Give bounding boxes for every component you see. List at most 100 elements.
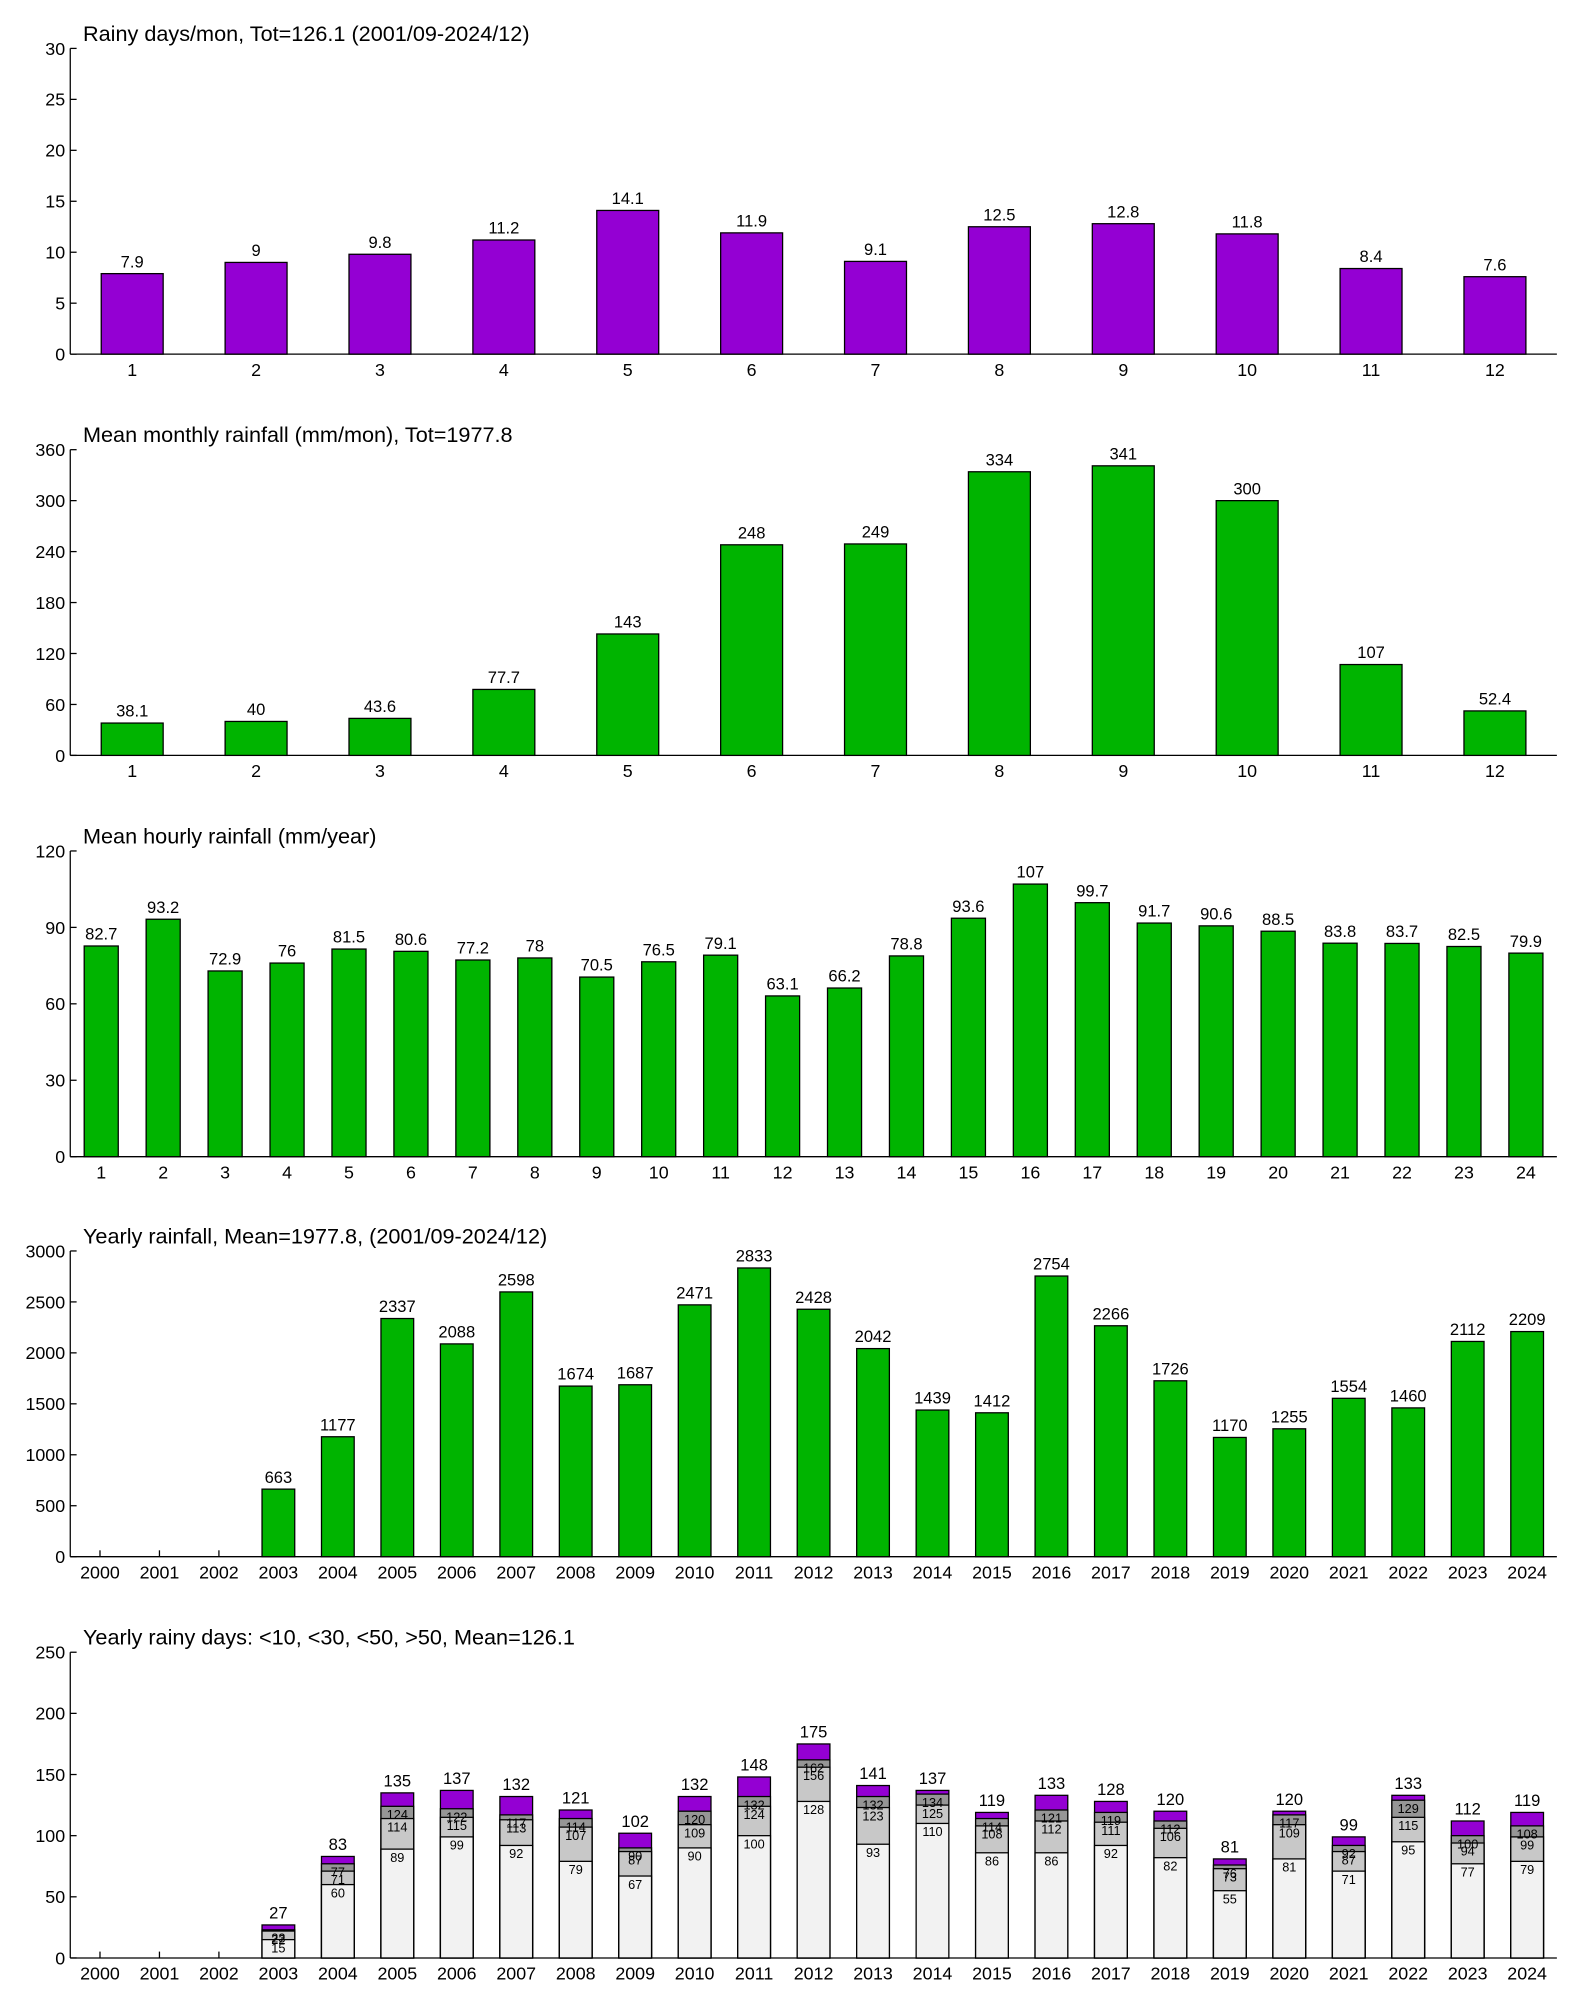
bar: [1463, 710, 1527, 757]
value-label: 99.7: [1076, 881, 1108, 900]
bar-segment: [1272, 1858, 1307, 1959]
segment-label: 22: [271, 1932, 285, 1947]
value-label: 132: [502, 1775, 530, 1794]
bar: [269, 962, 305, 1158]
bar: [100, 722, 164, 757]
value-label: 78: [526, 937, 544, 956]
chart-title: Rainy days/mon, Tot=126.1 (2001/09-2024/…: [83, 21, 530, 46]
x-tick-label: 10: [649, 1162, 669, 1182]
bar: [641, 961, 677, 1158]
x-tick-label: 2009: [615, 1964, 655, 1984]
value-label: 137: [443, 1769, 471, 1788]
x-tick-label: 2021: [1329, 1562, 1369, 1582]
bar: [558, 1385, 593, 1558]
bar: [1198, 925, 1234, 1158]
segment-label: 92: [1104, 1846, 1118, 1861]
value-label: 1674: [557, 1365, 594, 1384]
x-tick-label: 8: [994, 360, 1004, 380]
segment-label: 99: [1520, 1838, 1534, 1853]
value-label: 9.1: [864, 240, 887, 259]
segment-label: 92: [509, 1846, 523, 1861]
x-tick-label: 13: [835, 1162, 855, 1182]
x-tick-label: 2023: [1448, 1964, 1488, 1984]
segment-label: 90: [688, 1849, 702, 1864]
x-tick-label: 2002: [199, 1562, 239, 1582]
bar-segment: [1510, 1860, 1545, 1959]
bar-segment: [974, 1852, 1009, 1959]
segment-label: 67: [628, 1877, 642, 1892]
x-tick-label: 6: [747, 761, 757, 781]
value-label: 9: [251, 241, 260, 260]
segment-label: 111: [1101, 1823, 1120, 1838]
y-tick-label: 1500: [25, 1394, 65, 1414]
bar-segment: [320, 1883, 355, 1959]
segment-label: 90: [628, 1849, 642, 1864]
bar: [380, 1317, 415, 1558]
bar: [472, 688, 536, 757]
bar: [1136, 922, 1172, 1158]
value-label: 132: [681, 1775, 709, 1794]
value-label: 77.2: [457, 939, 489, 958]
bar: [1339, 267, 1403, 355]
value-label: 52.4: [1479, 690, 1511, 709]
segment-label: 120: [684, 1812, 705, 1827]
value-label: 133: [1038, 1774, 1066, 1793]
bar: [1212, 1436, 1247, 1558]
x-tick-label: 2018: [1151, 1562, 1191, 1582]
segment-label: 76: [1223, 1866, 1237, 1881]
value-label: 7.6: [1483, 255, 1506, 274]
value-label: 2042: [855, 1327, 892, 1346]
value-label: 1255: [1271, 1407, 1308, 1426]
y-tick-label: 30: [45, 1071, 65, 1091]
x-tick-label: 14: [897, 1162, 917, 1182]
value-label: 135: [384, 1771, 412, 1790]
x-tick-label: 2000: [80, 1964, 120, 1984]
value-label: 12.8: [1107, 202, 1139, 221]
segment-label: 129: [1398, 1801, 1419, 1816]
x-tick-label: 11: [1362, 360, 1381, 380]
x-tick-label: 4: [282, 1162, 292, 1182]
x-tick-label: 2014: [913, 1964, 953, 1984]
x-tick-label: 2010: [675, 1562, 715, 1582]
value-label: 14.1: [612, 189, 644, 208]
x-tick-label: 2003: [259, 1964, 299, 1984]
bar: [499, 1291, 534, 1558]
segment-label: 114: [387, 1819, 407, 1834]
y-tick-label: 0: [55, 345, 65, 365]
value-label: 77.7: [488, 668, 520, 687]
segment-label: 71: [331, 1872, 345, 1887]
bar: [439, 1343, 474, 1558]
x-tick-label: 2019: [1210, 1964, 1250, 1984]
x-tick-label: 5: [623, 360, 633, 380]
bar: [974, 1412, 1009, 1558]
segment-label: 107: [565, 1828, 586, 1843]
value-label: 72.9: [209, 950, 241, 969]
x-tick-label: 2015: [972, 1964, 1012, 1984]
bar: [1012, 883, 1049, 1158]
segment-label: 132: [862, 1797, 883, 1812]
x-tick-label: 2: [251, 761, 261, 781]
y-tick-label: 15: [45, 192, 65, 212]
value-label: 81.5: [333, 928, 365, 947]
y-tick-label: 3000: [25, 1241, 65, 1261]
value-label: 11.2: [488, 219, 519, 238]
segment-label: 109: [684, 1825, 705, 1840]
x-tick-label: 2017: [1091, 1562, 1131, 1582]
segment-label: 23: [271, 1931, 285, 1946]
value-label: 248: [738, 523, 766, 542]
bar: [348, 717, 412, 757]
segment-label: 87: [1342, 1852, 1356, 1867]
x-tick-label: 1: [127, 360, 137, 380]
x-tick-label: 8: [530, 1162, 540, 1182]
value-label: 112: [1454, 1800, 1480, 1819]
bar: [1260, 930, 1296, 1158]
segment-label: 112: [1160, 1822, 1180, 1837]
x-tick-label: 2008: [556, 1964, 596, 1984]
bar-segment: [1450, 1863, 1485, 1959]
segment-label: 124: [387, 1807, 408, 1822]
bar: [393, 950, 429, 1158]
bar: [967, 471, 1032, 757]
x-tick-label: 9: [1118, 761, 1128, 781]
segment-label: 115: [447, 1818, 467, 1833]
bar-segment: [1331, 1870, 1366, 1959]
